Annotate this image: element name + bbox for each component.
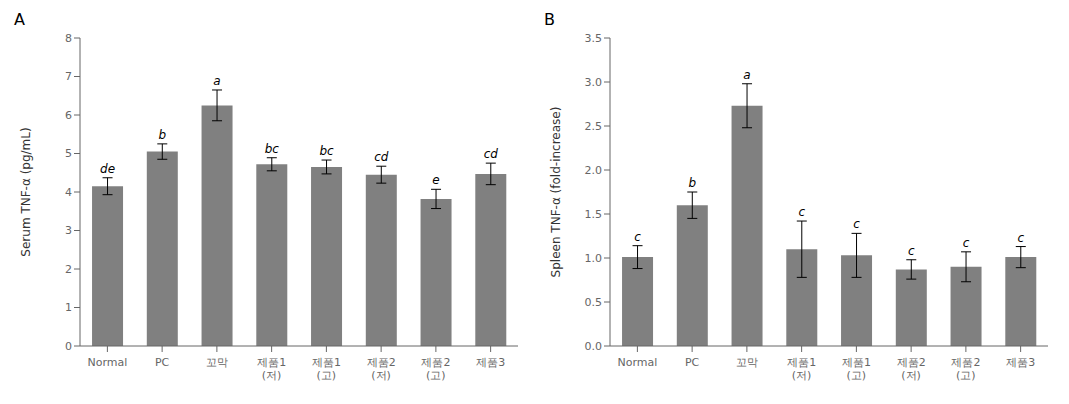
- svg-text:Normal: Normal: [617, 356, 657, 369]
- svg-text:de: de: [100, 162, 115, 176]
- svg-text:0.0: 0.0: [585, 340, 603, 353]
- svg-text:6: 6: [65, 109, 72, 122]
- svg-text:제품1(고): 제품1(고): [842, 356, 871, 382]
- svg-text:제품3: 제품3: [476, 356, 505, 369]
- svg-text:7: 7: [65, 70, 72, 83]
- svg-text:3: 3: [65, 224, 72, 237]
- html-text:B: B: [544, 10, 555, 29]
- svg-text:5: 5: [65, 147, 72, 160]
- svg-text:1: 1: [65, 301, 72, 314]
- svg-text:1.0: 1.0: [585, 252, 603, 265]
- svg-text:c: c: [963, 236, 970, 250]
- html-text:A: A: [14, 10, 25, 29]
- svg-text:PC: PC: [155, 356, 170, 369]
- svg-text:2.5: 2.5: [585, 120, 603, 133]
- svg-text:2: 2: [65, 263, 72, 276]
- svg-text:a: a: [213, 74, 220, 88]
- svg-text:bc: bc: [319, 144, 334, 158]
- svg-text:3.0: 3.0: [585, 76, 603, 89]
- svg-text:2.0: 2.0: [585, 164, 603, 177]
- svg-text:제품1(저): 제품1(저): [787, 356, 816, 382]
- svg-text:Normal: Normal: [87, 356, 127, 369]
- svg-text:0: 0: [65, 340, 72, 353]
- svg-text:4: 4: [65, 186, 72, 199]
- svg-text:cd: cd: [374, 150, 389, 164]
- svg-text:3.5: 3.5: [585, 32, 603, 45]
- svg-text:c: c: [853, 217, 860, 231]
- svg-text:제품1(저): 제품1(저): [257, 356, 286, 382]
- svg-text:제품1(고): 제품1(고): [312, 356, 341, 382]
- svg-text:c: c: [634, 230, 641, 244]
- svg-text:c: c: [908, 244, 915, 258]
- svg-text:cd: cd: [484, 147, 499, 161]
- svg-text:b: b: [688, 176, 696, 190]
- svg-text:0.5: 0.5: [585, 296, 603, 309]
- svg-text:c: c: [798, 205, 805, 219]
- svg-text:꼬막: 꼬막: [736, 356, 758, 369]
- svg-text:제품2(저): 제품2(저): [897, 356, 926, 382]
- svg-text:a: a: [743, 68, 750, 82]
- svg-text:제품2(저): 제품2(저): [367, 356, 396, 382]
- svg-text:PC: PC: [685, 356, 700, 369]
- svg-text:제품2(고): 제품2(고): [951, 356, 980, 382]
- svg-text:1.5: 1.5: [585, 208, 603, 221]
- svg-text:꼬막: 꼬막: [206, 356, 228, 369]
- svg-text:제품3: 제품3: [1006, 356, 1035, 369]
- svg-text:Spleen TNF-α (fold-increase): Spleen TNF-α (fold-increase): [549, 107, 563, 278]
- svg-text:Serum TNF-α (pg/mL): Serum TNF-α (pg/mL): [19, 127, 33, 256]
- svg-text:8: 8: [65, 32, 72, 45]
- svg-text:bc: bc: [265, 142, 280, 156]
- svg-text:b: b: [158, 128, 166, 142]
- svg-text:c: c: [1017, 231, 1024, 245]
- svg-text:e: e: [432, 173, 439, 187]
- svg-text:제품2(고): 제품2(고): [421, 356, 450, 382]
